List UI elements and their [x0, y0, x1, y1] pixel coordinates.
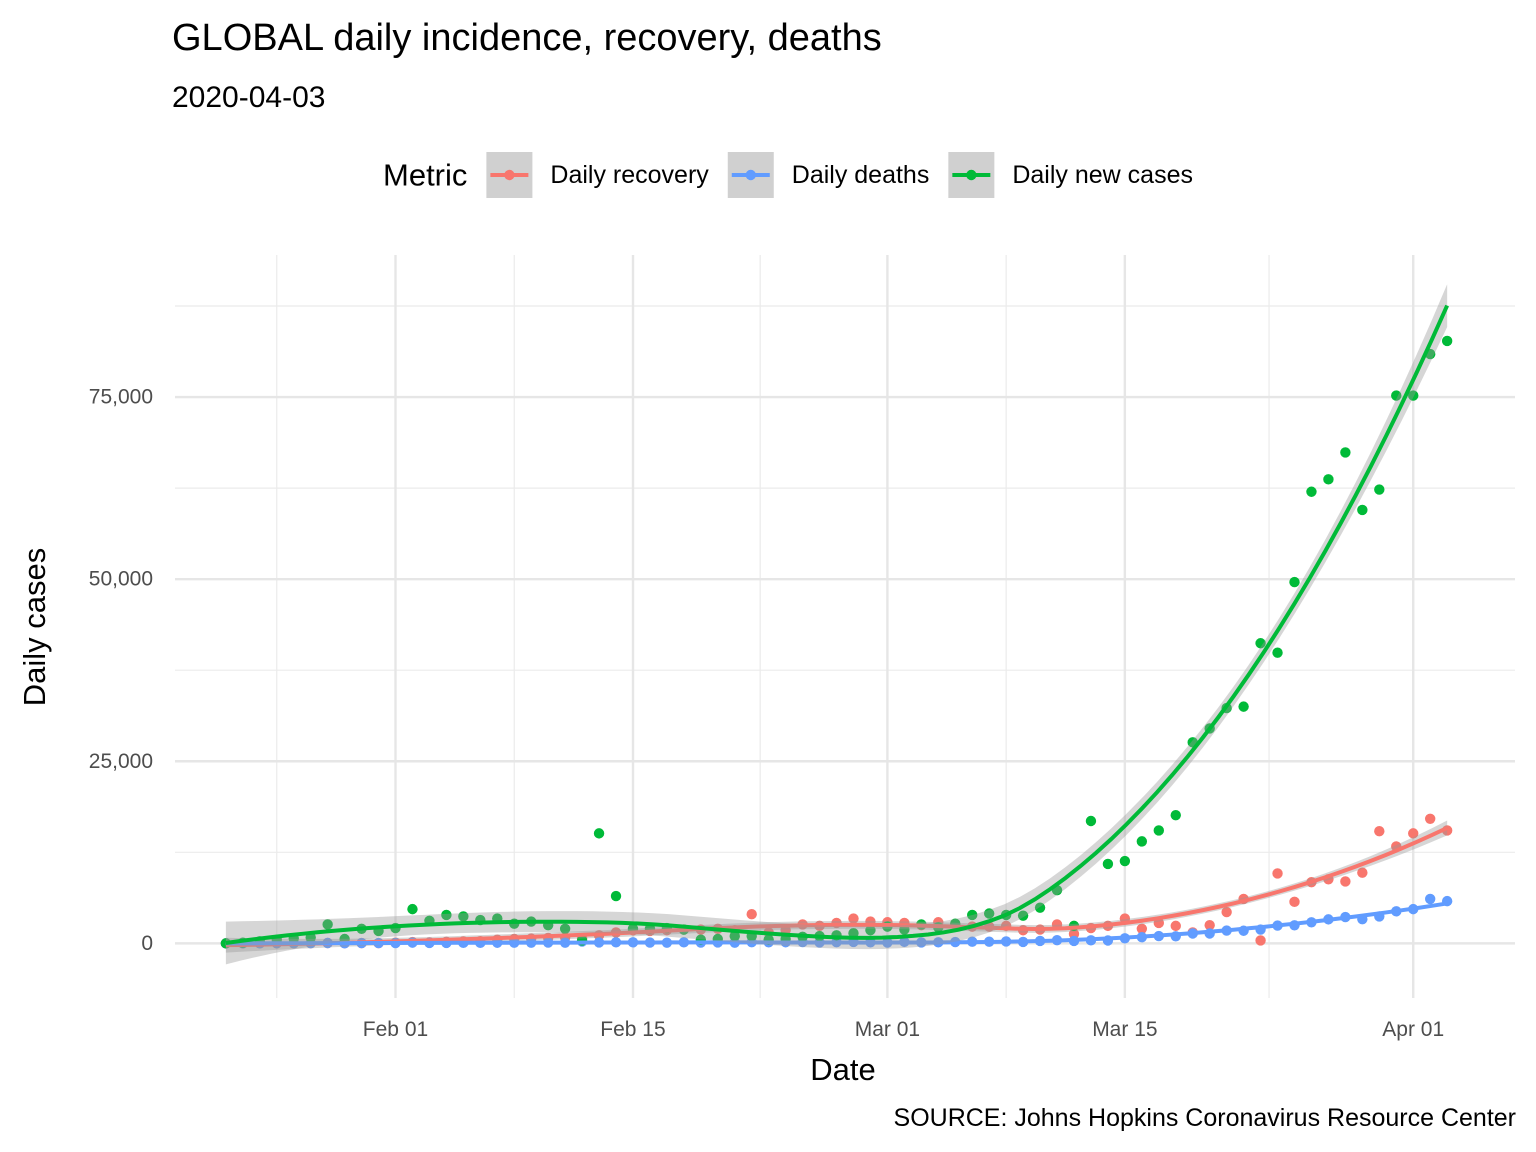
legend-key-point [745, 169, 756, 181]
data-point [1238, 701, 1249, 712]
data-point [1204, 919, 1215, 931]
data-point [1034, 902, 1046, 913]
data-point [1289, 576, 1300, 588]
data-point [1408, 390, 1419, 401]
x-tick-label: Mar 15 [1092, 1018, 1157, 1041]
data-point [1340, 447, 1351, 458]
x-tick-label: Feb 01 [363, 1018, 428, 1041]
data-point [1391, 390, 1402, 401]
data-point [1136, 923, 1148, 934]
data-point [322, 919, 333, 930]
y-axis-title: Daily cases [17, 548, 52, 707]
data-point [1408, 828, 1419, 839]
legend-label: Daily recovery [550, 161, 709, 189]
y-tick-label: 0 [141, 932, 153, 955]
chart-subtitle: 2020-04-03 [172, 81, 325, 114]
x-axis-title: Date [810, 1052, 875, 1087]
data-point [1136, 836, 1148, 847]
data-point [865, 925, 876, 936]
smooth-line [225, 826, 1448, 948]
data-point [1170, 809, 1181, 821]
data-point [1357, 867, 1368, 878]
data-point [441, 909, 452, 921]
data-point [1424, 893, 1436, 905]
data-point [1272, 868, 1283, 879]
data-point [1255, 935, 1266, 946]
legend-key-point [504, 169, 515, 181]
data-point [1441, 335, 1453, 347]
x-tick-label: Mar 01 [855, 1018, 920, 1041]
y-tick-label: 25,000 [89, 750, 153, 773]
data-point [1255, 638, 1266, 649]
data-point [1119, 855, 1131, 867]
x-tick-label: Feb 15 [600, 1018, 665, 1041]
legend-title: Metric [383, 158, 467, 193]
data-point [1102, 858, 1114, 870]
legend: Metric Daily recovery Daily deaths Daily ne… [383, 152, 1193, 198]
data-point [1272, 647, 1283, 658]
chart-title: GLOBAL daily incidence, recovery, deaths [172, 17, 882, 59]
caption: SOURCE: Johns Hopkins Coronavirus Resour… [894, 1104, 1516, 1132]
data-point [1374, 825, 1385, 837]
data-point [1153, 825, 1164, 836]
data-point [967, 909, 978, 921]
smooths [225, 284, 1449, 965]
data-point [1017, 910, 1029, 921]
data-point [1170, 920, 1181, 932]
data-point [559, 923, 571, 934]
data-point [593, 828, 605, 839]
y-tick-label: 75,000 [89, 386, 153, 409]
x-tick-label: Apr 01 [1382, 1018, 1444, 1041]
data-point [610, 890, 622, 902]
y-tick-label: 50,000 [89, 568, 153, 591]
data-point [1306, 486, 1317, 497]
data-point [1221, 906, 1232, 918]
data-point [1357, 504, 1368, 516]
data-point [1323, 474, 1334, 485]
data-point [729, 930, 740, 942]
legend-label: Daily new cases [1012, 161, 1193, 189]
data-point [1374, 484, 1385, 495]
data-point [458, 911, 469, 922]
data-point [1085, 815, 1097, 827]
smooth-line [225, 304, 1449, 945]
data-point [1340, 876, 1351, 887]
data-point [407, 903, 418, 915]
data-point [1289, 896, 1300, 908]
smooth-line [225, 901, 1448, 946]
data-point [848, 913, 859, 924]
legend-key-point [966, 169, 977, 181]
data-point [983, 908, 995, 919]
data-point [746, 909, 757, 920]
data-point [1424, 813, 1436, 825]
legend-label: Daily deaths [792, 161, 930, 189]
